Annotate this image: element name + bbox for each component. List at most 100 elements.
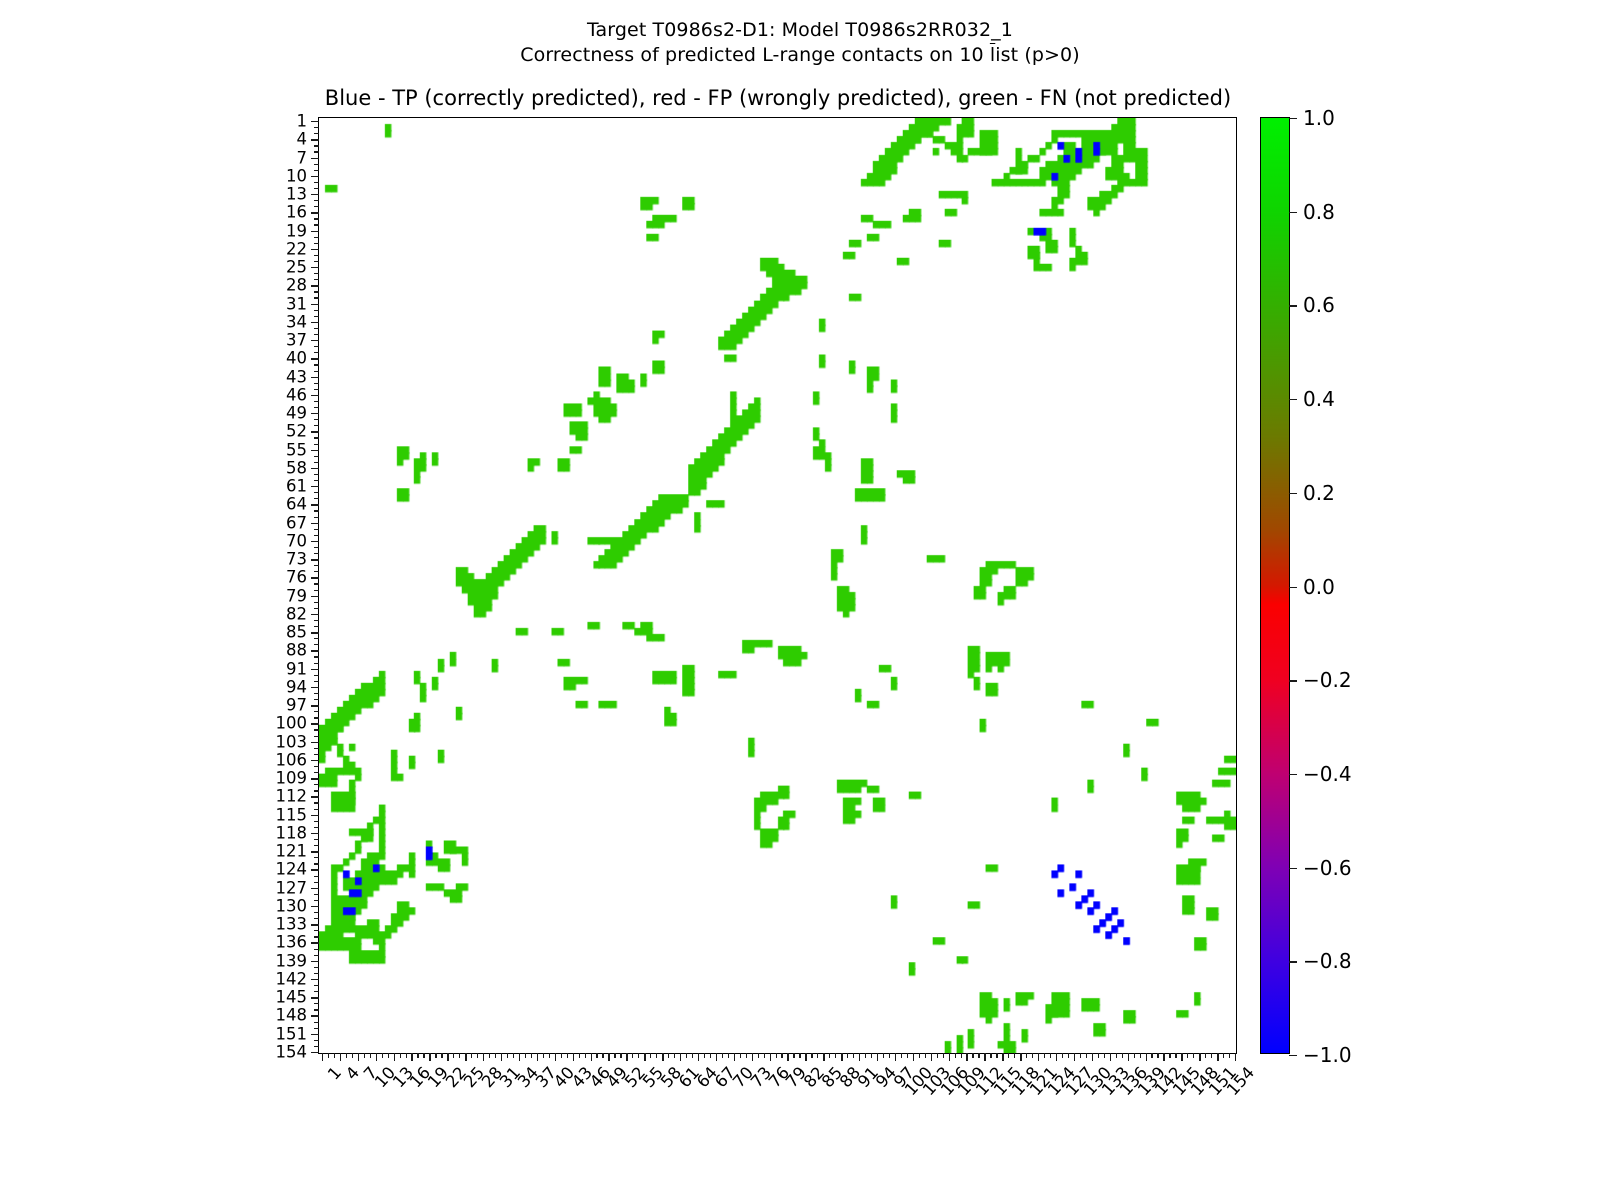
y-minor-tick (314, 711, 319, 713)
x-major-tick (1073, 1053, 1076, 1061)
x-minor-tick (495, 1053, 497, 1058)
y-minor-tick (314, 206, 319, 208)
y-minor-tick (314, 254, 319, 257)
x-minor-tick (686, 1053, 688, 1058)
y-tick-label: 22 (286, 239, 307, 259)
x-minor-tick (489, 1053, 491, 1058)
y-tick-label: 112 (275, 786, 308, 806)
y-minor-tick (314, 382, 319, 384)
y-minor-tick (314, 735, 319, 737)
y-minor-tick (314, 370, 319, 372)
x-minor-tick (602, 1053, 604, 1058)
y-minor-tick (314, 407, 319, 409)
y-major-tick (311, 248, 319, 251)
x-minor-tick (584, 1053, 586, 1058)
colorbar-tick-label: −0.2 (1303, 668, 1352, 693)
x-minor-tick (882, 1053, 885, 1058)
x-minor-tick (835, 1053, 837, 1058)
colorbar-tick (1289, 773, 1297, 776)
x-major-tick (894, 1053, 897, 1061)
y-minor-tick (314, 534, 319, 536)
x-minor-tick (954, 1053, 956, 1058)
x-major-tick (697, 1053, 700, 1061)
y-tick-label: 88 (286, 640, 307, 660)
x-major-tick (787, 1053, 789, 1061)
y-minor-tick (314, 954, 319, 956)
y-major-tick (311, 285, 319, 287)
y-minor-tick (314, 279, 319, 281)
y-minor-tick (314, 400, 319, 403)
y-minor-tick (314, 260, 319, 263)
y-major-tick (311, 960, 319, 963)
x-minor-tick (853, 1053, 855, 1058)
x-minor-tick (936, 1053, 938, 1058)
x-major-tick (912, 1053, 915, 1061)
y-tick-label: 136 (275, 932, 308, 952)
y-major-tick (311, 303, 319, 305)
colorbar-tick (1289, 1055, 1297, 1057)
y-tick-label: 100 (275, 713, 308, 733)
y-major-tick (311, 851, 319, 853)
y-tick-label: 130 (275, 896, 308, 916)
y-tick-label: 124 (275, 859, 308, 879)
x-minor-tick (865, 1053, 867, 1058)
x-major-tick (1020, 1053, 1022, 1061)
y-major-tick (311, 887, 319, 890)
x-minor-tick (799, 1053, 801, 1058)
y-minor-tick (314, 187, 319, 190)
y-major-tick (311, 559, 319, 561)
y-major-tick (311, 194, 319, 196)
y-major-tick (311, 413, 319, 415)
x-minor-tick (674, 1053, 676, 1058)
y-tick-label: 16 (286, 202, 307, 222)
y-minor-tick (314, 826, 319, 829)
colorbar-tick (1289, 680, 1297, 682)
x-minor-tick (978, 1053, 980, 1058)
x-minor-tick (441, 1053, 443, 1058)
x-minor-tick (363, 1053, 365, 1058)
y-tick-label: 46 (286, 385, 307, 405)
y-minor-tick (314, 492, 319, 494)
x-major-tick (1181, 1053, 1183, 1061)
x-minor-tick (512, 1053, 515, 1058)
x-minor-tick (333, 1053, 336, 1058)
x-major-tick (1199, 1053, 1201, 1061)
y-tick-label: 25 (286, 257, 307, 277)
y-major-tick (311, 467, 319, 470)
x-major-tick (393, 1053, 395, 1061)
x-minor-tick (1169, 1053, 1171, 1058)
y-major-tick (311, 267, 319, 269)
x-major-tick (805, 1053, 807, 1061)
y-minor-tick (314, 985, 319, 987)
x-major-tick (572, 1053, 574, 1061)
x-major-tick (1055, 1053, 1058, 1061)
x-major-tick (644, 1053, 646, 1061)
x-minor-tick (387, 1053, 389, 1058)
colorbar-tick (1289, 586, 1297, 588)
x-major-tick (590, 1053, 592, 1061)
y-minor-tick (314, 297, 319, 299)
y-tick-label: 133 (275, 914, 308, 934)
y-major-tick (311, 905, 319, 908)
y-minor-tick (314, 218, 319, 220)
y-major-tick (311, 376, 319, 378)
x-minor-tick (918, 1053, 920, 1058)
figure-title-block: Target T0986s2-D1: Model T0986s2RR032_1 … (0, 18, 1600, 68)
y-tick-label: 151 (275, 1024, 308, 1044)
x-major-tick (357, 1053, 360, 1061)
x-minor-tick (345, 1053, 348, 1058)
y-tick-label: 28 (286, 275, 307, 295)
y-major-tick (311, 522, 319, 524)
y-minor-tick (314, 498, 319, 500)
y-minor-tick (314, 936, 319, 938)
x-major-tick (769, 1053, 771, 1061)
y-tick-label: 139 (275, 951, 308, 971)
y-minor-tick (314, 772, 319, 774)
x-major-tick (375, 1053, 378, 1061)
x-major-tick (536, 1053, 539, 1061)
y-minor-tick (314, 315, 319, 317)
x-minor-tick (542, 1053, 544, 1058)
y-minor-tick (314, 546, 319, 549)
y-minor-tick (314, 839, 319, 841)
y-minor-tick (314, 863, 319, 865)
